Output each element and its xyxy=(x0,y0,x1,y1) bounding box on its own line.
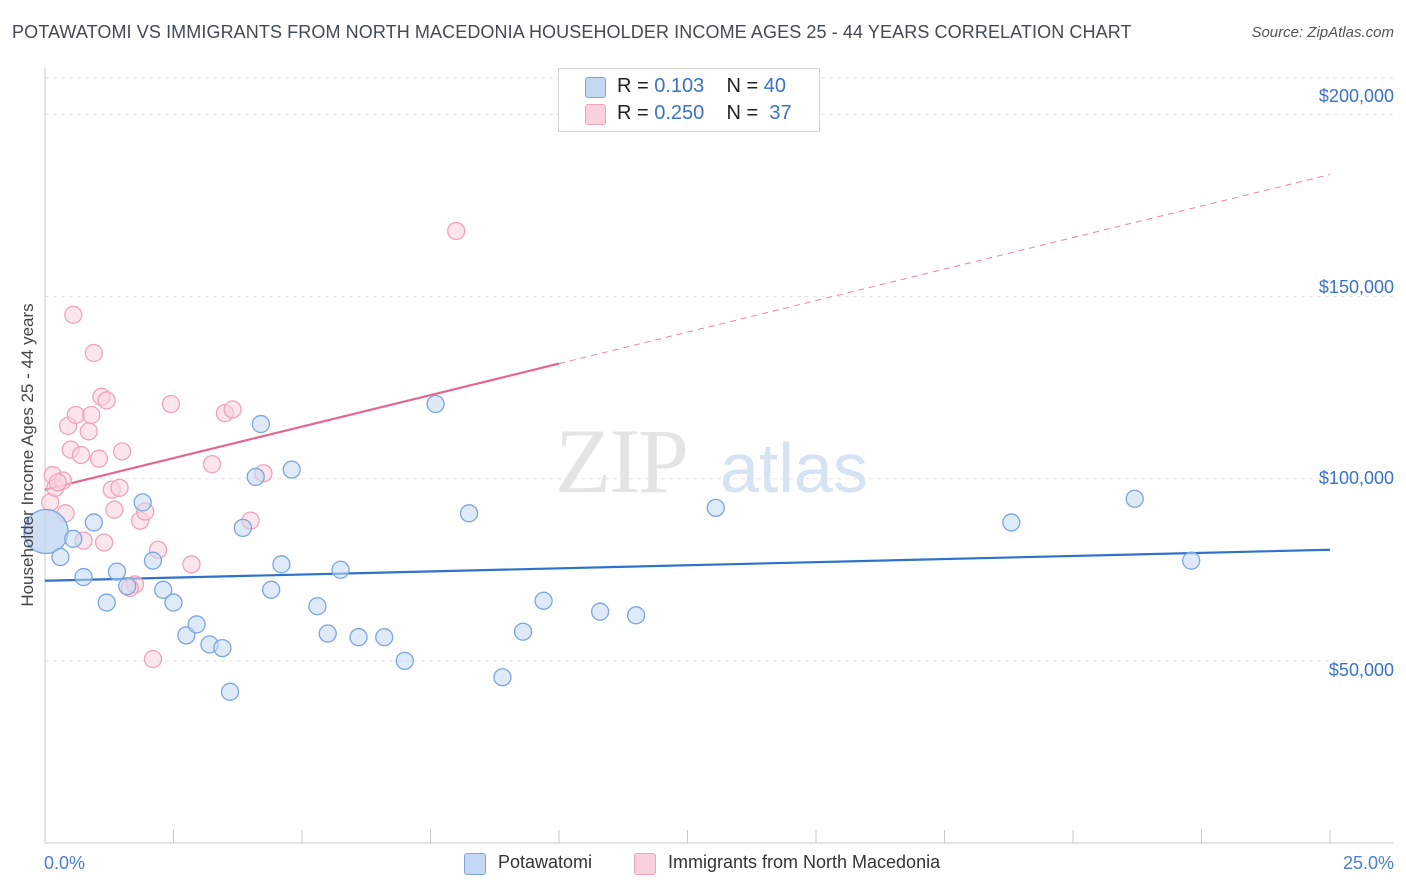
potawatomi-point xyxy=(64,529,83,548)
potawatomi-swatch xyxy=(585,77,606,98)
potawatomi-point xyxy=(626,606,646,625)
potawatomi-point xyxy=(246,467,265,487)
north-macedonia-point xyxy=(71,445,91,465)
north-macedonia-point xyxy=(84,343,103,363)
grid-lines xyxy=(45,77,1393,662)
potawatomi-point xyxy=(1125,489,1144,508)
watermark-atlas: atlas xyxy=(720,429,868,507)
potawatomi-point xyxy=(534,591,553,610)
north-macedonia-point xyxy=(82,405,101,425)
north-macedonia-point xyxy=(223,400,242,419)
potawatomi-point xyxy=(282,460,301,479)
potawatomi-point xyxy=(51,547,70,567)
north-macedonia-swatch xyxy=(585,104,606,125)
north-macedonia-point xyxy=(143,649,163,669)
potawatomi-point xyxy=(426,394,445,414)
potawatomi-point xyxy=(318,624,337,643)
north-macedonia-point xyxy=(447,221,466,241)
chart-legend: Potawatomi Immigrants from North Macedon… xyxy=(0,851,1406,879)
potawatomi-point xyxy=(590,602,610,621)
north-macedonia-point xyxy=(48,473,67,492)
axes xyxy=(44,68,1393,844)
potawatomi-point xyxy=(375,628,394,647)
north-macedonia-point xyxy=(182,555,201,574)
potawatomi-point xyxy=(272,555,291,574)
potawatomi-point xyxy=(74,567,93,587)
potawatomi-point xyxy=(493,668,512,687)
n-label: N = xyxy=(726,102,759,124)
n-value: 40 xyxy=(763,75,787,97)
legend-label-potawatomi: Potawatomi xyxy=(498,852,593,872)
potawatomi-point xyxy=(118,577,137,596)
chart-source: Source: ZipAtlas.com xyxy=(1251,24,1394,41)
potawatomi-point xyxy=(84,513,103,532)
north-macedonia-point xyxy=(202,454,222,474)
legend-swatch-potawatomi xyxy=(464,853,486,875)
r-label: R = xyxy=(617,102,649,124)
potawatomi-point xyxy=(308,597,327,616)
potawatomi-point xyxy=(107,562,127,581)
north-macedonia-point xyxy=(97,391,116,410)
north-macedonia-point xyxy=(89,449,109,468)
potawatomi-point xyxy=(220,682,240,701)
north-macedonia-point xyxy=(105,500,124,519)
trend-lines xyxy=(44,174,1331,582)
n-value: 37 xyxy=(769,102,792,124)
potawatomi-point xyxy=(459,504,479,523)
data-points xyxy=(23,221,1201,701)
n-label: N = xyxy=(726,75,759,97)
north-macedonia-point xyxy=(66,405,85,425)
trend-line-0 xyxy=(44,548,1331,582)
north-macedonia-point xyxy=(112,442,132,461)
y-tick-label-100k: $100,000 xyxy=(1318,468,1394,488)
north-macedonia-point xyxy=(94,533,114,552)
north-macedonia-point xyxy=(161,394,181,414)
potawatomi-point xyxy=(349,628,368,647)
potawatomi-point xyxy=(133,493,152,512)
potawatomi-point xyxy=(143,551,163,570)
potawatomi-point xyxy=(251,414,271,434)
legend-swatch-north-macedonia xyxy=(634,853,656,875)
y-tick-label-200k: $200,000 xyxy=(1318,86,1394,106)
legend-label-north-macedonia: Immigrants from North Macedonia xyxy=(668,852,941,872)
north-macedonia-point xyxy=(64,305,83,324)
north-macedonia-point xyxy=(110,478,129,497)
potawatomi-point xyxy=(233,518,253,538)
potawatomi-point xyxy=(1182,551,1201,570)
potawatomi-point xyxy=(164,593,183,612)
watermark: ZIP xyxy=(555,410,687,512)
north-macedonia-point xyxy=(79,422,98,441)
potawatomi-point xyxy=(331,560,350,579)
potawatomi-point xyxy=(187,615,206,634)
potawatomi-point xyxy=(395,651,414,671)
potawatomi-point xyxy=(97,593,116,612)
trend-line-solid-1 xyxy=(44,362,560,491)
y-tick-label-50k: $50,000 xyxy=(1328,660,1394,680)
correlation-stats-box: R = 0.103 N = 40 R = 0.250 N = 37 xyxy=(558,68,820,132)
potawatomi-point xyxy=(513,622,533,641)
r-value: 0.103 xyxy=(654,75,705,97)
potawatomi-point xyxy=(154,580,173,599)
potawatomi-point xyxy=(1002,513,1021,532)
trend-line-dashed-1 xyxy=(558,174,1331,365)
potawatomi-point xyxy=(706,498,725,518)
y-tick-label-150k: $150,000 xyxy=(1318,277,1394,297)
potawatomi-point xyxy=(213,638,232,658)
y-axis-label: Householder Income Ages 25 - 44 years xyxy=(18,303,37,607)
x-tick-label-min: 0.0% xyxy=(44,853,86,873)
potawatomi-point xyxy=(262,580,281,599)
r-label: R = xyxy=(617,75,649,97)
r-value: 0.250 xyxy=(654,102,705,124)
chart-title: POTAWATOMI VS IMMIGRANTS FROM NORTH MACE… xyxy=(12,22,1132,42)
x-tick-label-max: 25.0% xyxy=(1342,853,1394,873)
